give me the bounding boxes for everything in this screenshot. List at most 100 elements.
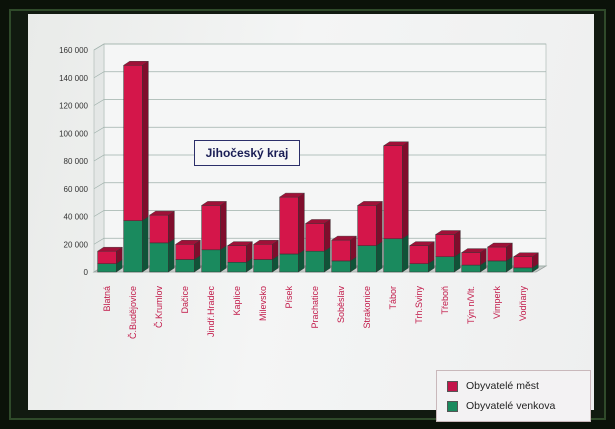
- bar-cities-top: [408, 241, 436, 246]
- legend-swatch-rural: [447, 400, 458, 412]
- gridline: [93, 126, 546, 134]
- bar-cities-side: [454, 230, 461, 258]
- x-tick-label: Týn n/Vlt.: [466, 286, 476, 324]
- bar-rural: [513, 267, 533, 273]
- bar-rural: [279, 253, 299, 273]
- bar-rural-side: [402, 234, 409, 273]
- bar-rural-side: [324, 246, 331, 273]
- bar-cities-top: [148, 210, 176, 216]
- bar-cities-top: [96, 246, 124, 252]
- bar-cities: [227, 245, 247, 263]
- bar-cities-top: [122, 61, 150, 66]
- bar-rural: [175, 259, 195, 273]
- bar-cities: [487, 246, 507, 262]
- bar-cities-side: [142, 60, 149, 222]
- bar-cities: [461, 252, 481, 266]
- legend-label-rural: Obyvatelé venkova: [466, 400, 556, 412]
- gridline: [93, 71, 546, 79]
- legend-label-cities: Obyvatelé měst: [466, 380, 539, 392]
- bar-cities-top: [200, 201, 228, 206]
- bar-cities-side: [376, 201, 383, 247]
- bar-cities: [357, 205, 377, 246]
- bar-cities-top: [278, 192, 306, 198]
- x-tick-label: Milevsko: [258, 286, 268, 321]
- legend-item-cities: Obyvatelé měst: [447, 380, 539, 392]
- bar-cities: [149, 214, 169, 244]
- bar-cities: [97, 250, 117, 264]
- bar-cities-top: [460, 248, 488, 253]
- x-tick-label: Prachatice: [310, 286, 320, 329]
- bar-rural: [331, 260, 351, 273]
- x-tick-label: Vimperk: [492, 286, 502, 319]
- chart-paper: 0 20 000 40 000 60 000 80 000 100 000 120 000 1…: [28, 14, 594, 422]
- bar-cities-top: [252, 240, 280, 245]
- bar-cities: [279, 196, 299, 255]
- x-tick-label: Vodňany: [518, 286, 528, 322]
- bar-rural: [253, 259, 273, 273]
- bar-cities: [175, 244, 195, 260]
- bar-cities: [201, 205, 221, 251]
- chart-title: Jihočeský kraj: [194, 140, 300, 166]
- bar-cities: [383, 145, 403, 239]
- x-tick-label: Blatná: [102, 286, 112, 312]
- bar-cities: [123, 65, 143, 221]
- y-tick-label: 40 000: [64, 213, 89, 222]
- bar-rural: [435, 256, 455, 273]
- x-tick-label: Třeboň: [440, 286, 450, 315]
- x-tick-label: Tábor: [388, 286, 398, 310]
- bar-rural: [149, 242, 169, 273]
- x-tick-label: Trh.Sviny: [414, 286, 424, 324]
- y-tick-label: 0: [84, 268, 89, 277]
- chart-legend: Obyvatelé měst Obyvatelé venkova: [436, 370, 591, 422]
- bar-rural: [383, 238, 403, 273]
- y-tick-label: 20 000: [64, 240, 89, 249]
- x-tick-label: Č.Budějovice: [128, 286, 138, 339]
- y-tick-label: 160 000: [59, 46, 88, 55]
- bar-rural: [123, 220, 143, 273]
- bar-rural: [97, 263, 117, 273]
- bar-cities-side: [168, 210, 175, 244]
- legend-swatch-cities: [447, 380, 458, 392]
- bar-rural-side: [376, 241, 383, 273]
- bar-cities: [305, 223, 325, 252]
- bar-cities: [435, 234, 455, 257]
- bar-rural: [227, 262, 247, 273]
- bar-cities: [409, 245, 429, 264]
- legend-item-rural: Obyvatelé venkova: [447, 400, 555, 412]
- bar-cities-top: [304, 219, 332, 224]
- gridline: [93, 43, 546, 51]
- bar-rural: [201, 249, 221, 273]
- y-tick-label: 80 000: [64, 157, 89, 166]
- bar-rural-side: [142, 216, 149, 273]
- bar-cities-top: [434, 230, 462, 235]
- y-tick-label: 100 000: [59, 129, 88, 138]
- bar-cities-top: [356, 201, 384, 206]
- x-tick-label: Č.Krumlov: [154, 286, 164, 329]
- bar-cities-side: [324, 219, 331, 252]
- bar-rural: [305, 250, 325, 273]
- bar-cities-side: [350, 235, 357, 262]
- bar-cities-top: [226, 241, 254, 246]
- y-tick-label: 140 000: [59, 74, 88, 83]
- stacked-bar-chart: 0 20 000 40 000 60 000 80 000 100 000 120 000 1…: [59, 43, 548, 339]
- x-tick-label: Jindř.Hradec: [206, 286, 216, 338]
- x-tick-label: Dačice: [180, 286, 190, 314]
- x-tick-label: Strakonice: [362, 286, 372, 329]
- bar-cities: [513, 256, 533, 269]
- bar-cities-side: [402, 141, 409, 240]
- bar-rural-side: [168, 238, 175, 273]
- bar-rural: [461, 264, 481, 273]
- bar-cities-top: [512, 252, 540, 257]
- x-tick-label: Kaplice: [232, 286, 242, 316]
- gridline: [93, 99, 546, 106]
- bar-rural: [357, 245, 377, 273]
- x-tick-label: Soběslav: [336, 286, 346, 324]
- x-tick-label: Písek: [284, 286, 294, 309]
- bar-cities-top: [330, 235, 358, 241]
- y-tick-label: 120 000: [59, 102, 88, 111]
- bar-rural: [409, 263, 429, 273]
- bar-cities-top: [486, 242, 514, 248]
- bar-cities: [331, 239, 351, 262]
- y-tick-label: 60 000: [64, 185, 89, 194]
- bar-cities-top: [382, 141, 410, 146]
